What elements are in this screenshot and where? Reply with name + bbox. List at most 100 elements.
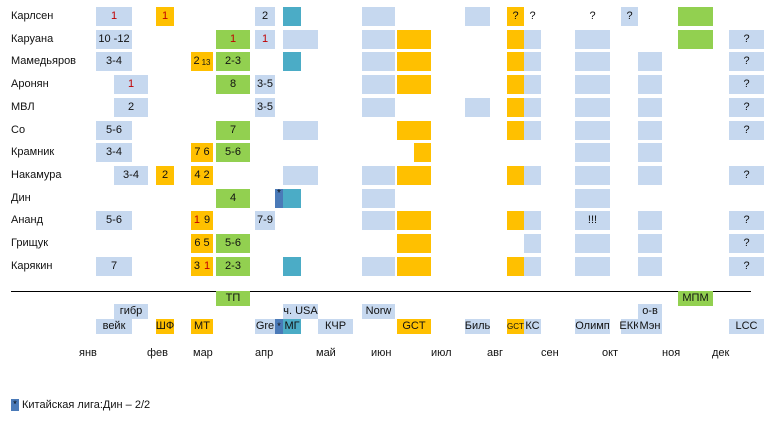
event-label: Gre [255,319,275,334]
event-label: ч. USA [283,304,318,319]
grid-cell [575,165,610,185]
footnote: * Китайская лига:Дин – 2/2 [11,398,150,412]
cell-value: 1 [204,259,211,272]
cell-value: 3-5 [257,78,273,91]
event-label: КС [524,319,541,334]
grid-cell [524,52,541,72]
cell-value: 3-4 [123,168,139,181]
player-name: Крамник [11,146,55,159]
cell-value: ? [743,55,750,68]
grid-cell [638,97,662,117]
grid-cell [524,234,541,253]
grid-cell [283,120,318,140]
grid-cell [638,211,662,231]
grid-cell [362,29,395,49]
separator-line [11,291,751,292]
grid-cell [362,52,395,72]
grid-cell: ? [729,29,764,49]
grid-cell [638,165,662,185]
event-label: МПМ [678,291,713,306]
month-label: дек [712,347,730,359]
grid-cell: 5-6 [96,211,132,231]
month-label: июл [431,347,452,359]
cell-value: 7 [229,123,237,136]
grid-cell [678,7,713,26]
event-label: ШФ [155,319,175,334]
grid-cell: 1 [114,75,148,95]
grid-cell [524,29,541,49]
cell-value: 1 [110,10,118,22]
grid-cell [507,97,524,117]
grid-cell [575,256,610,276]
month-label: янв [79,347,97,359]
month-label: июн [371,347,392,359]
cell-value: ? [626,10,633,22]
grid-cell [524,211,541,231]
grid-cell: 4 [216,188,250,208]
grid-cell [283,256,301,276]
cell-value: 7 [110,259,118,272]
grid-cell: ? [729,52,764,72]
grid-cell [524,120,541,140]
grid-cell: 7 [96,256,132,276]
grid-cell [397,120,431,140]
grid-cell [397,211,431,231]
cell-value: 8 [229,78,237,91]
cell-value: 6 5 [194,237,210,249]
grid-cell [362,7,395,26]
month-label: авг [487,347,503,359]
cell-subvalue: 13 [201,58,211,68]
cell-value: 1 [193,214,200,227]
grid-cell [524,165,541,185]
cell-value: ? [743,78,750,91]
cell-value: 3 [193,259,200,272]
grid-cell [362,256,395,276]
event-label: GCT [507,319,524,334]
grid-cell: !!! [575,211,610,231]
grid-cell: 5-6 [216,143,250,163]
cell-value: 1 [229,32,237,45]
grid-cell [507,120,524,140]
grid-cell [507,211,524,231]
grid-cell [575,97,610,117]
grid-cell [575,143,610,163]
grid-cell [507,256,524,276]
grid-cell: ? [729,256,764,276]
grid-cell: 2 13 [191,52,213,72]
event-label: Мэн [638,319,662,334]
grid-cell: 2 [156,165,174,185]
player-name: Ананд [11,214,44,227]
cell-value: 2 [161,168,169,181]
grid-cell [414,143,431,163]
grid-cell [638,75,662,95]
cell-value: 9 [204,214,211,227]
grid-cell [575,52,610,72]
event-label: GCT [397,319,431,334]
grid-cell: 1 [216,29,250,49]
grid-cell: ? [507,7,524,26]
grid-cell [507,29,524,49]
month-label: окт [602,347,619,359]
grid-cell [507,52,524,72]
grid-cell: 7-9 [255,211,275,231]
event-label: вейк [96,319,132,334]
player-name: Мамедьяров [11,55,77,68]
player-name: Грищук [11,237,49,249]
event-label: Биль [464,319,491,334]
grid-cell [397,29,431,49]
grid-cell [638,143,662,163]
player-name: Карякин [11,259,53,272]
grid-cell [638,256,662,276]
cell-value: 5-6 [106,214,122,227]
event-label: МГ [283,319,301,334]
grid-cell [678,29,713,49]
event-label: Олимп [575,319,610,334]
player-name: Каруана [11,32,54,45]
grid-cell: 7 [216,120,250,140]
grid-cell: 2-3 [216,52,250,72]
player-name: Аронян [11,78,49,91]
grid-cell [575,29,610,49]
grid-cell [362,97,395,117]
